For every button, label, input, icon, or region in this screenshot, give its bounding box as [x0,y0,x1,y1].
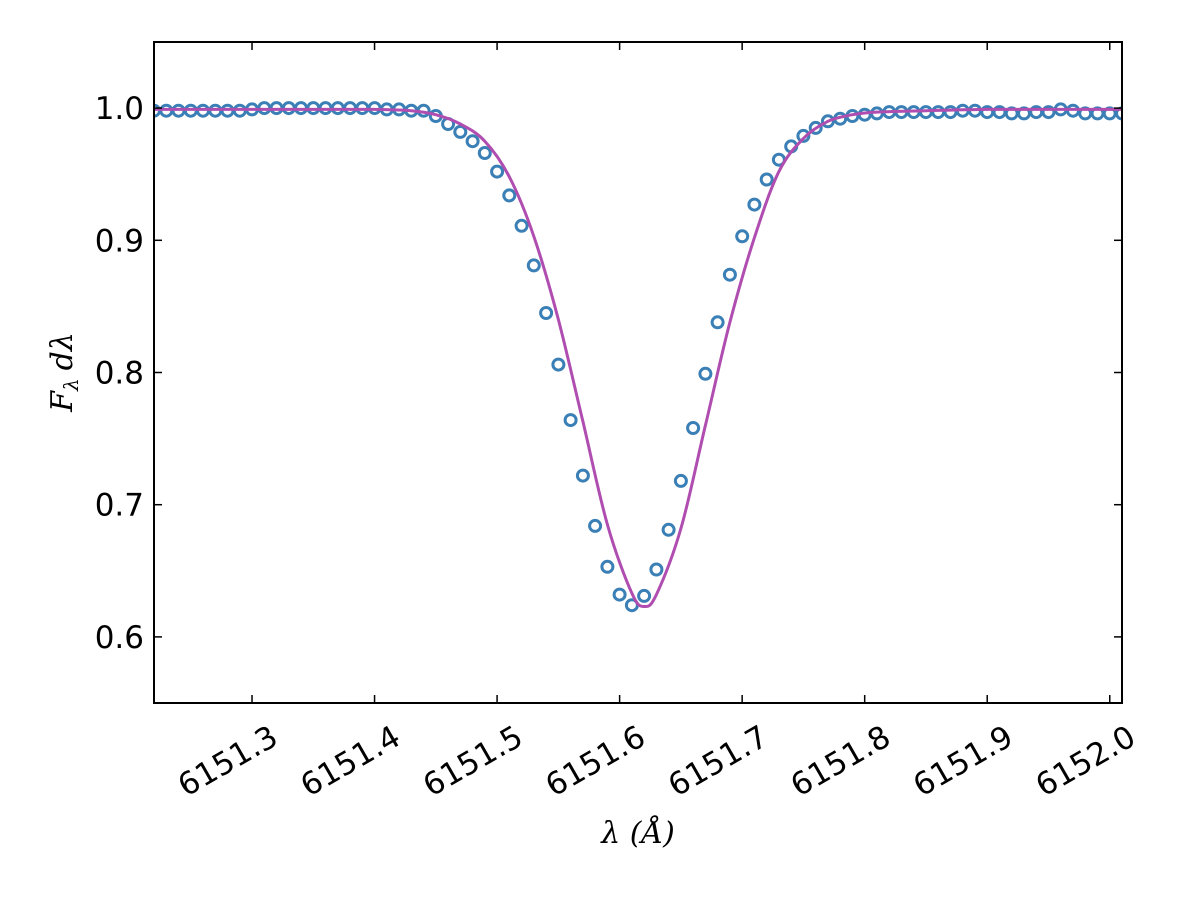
data-point [673,473,688,488]
data-point [490,164,505,179]
data-point [453,124,468,139]
data-point [710,315,725,330]
data-point [551,357,566,372]
x-tick-label: 6151.4 [295,719,407,804]
data-point [588,518,603,533]
data-point [759,172,774,187]
y-tick-label: 0.8 [95,356,144,392]
data-point [686,421,701,435]
data-point [808,120,823,135]
y-tick-label: 0.9 [95,223,144,259]
x-axis-label: λ (Å) [600,815,675,851]
data-point [698,366,713,381]
data-point [820,114,835,129]
data-point [502,188,517,203]
data-point [796,128,811,143]
y-tick-label: 0.6 [95,620,144,656]
data-point [563,413,578,428]
x-tick-label: 6152.0 [1030,719,1142,804]
data-point [747,197,762,212]
data-point [722,267,737,282]
data-point [539,306,554,320]
x-tick-label: 6151.9 [907,719,1019,804]
data-point [477,146,492,160]
data-point [575,468,590,483]
x-tick-label: 6151.7 [662,719,774,804]
data-point [649,562,664,577]
x-tick-label: 6151.6 [540,719,652,804]
x-tick-label: 6151.8 [785,719,897,804]
data-point [661,522,676,537]
data-point [514,218,529,233]
data-point [1041,105,1056,120]
plot-area [154,101,1122,613]
axis-ticks: 6151.3 6151.4 6151.5 6151.6 6151.7 6151.8 6151… [95,42,1142,804]
observed-markers [154,101,1122,613]
data-point [1115,106,1122,121]
x-tick-label: 6151.3 [172,719,284,804]
data-point [637,588,652,603]
y-tick-label: 1.0 [95,91,144,127]
data-point [600,559,615,574]
data-point [931,105,946,120]
data-point [943,105,958,120]
data-point [465,134,480,149]
y-axis-label: Fλdλ [45,332,83,413]
model-fit-line [154,107,1122,609]
data-point [612,587,627,602]
x-tick-label: 6151.5 [417,719,529,804]
data-point [526,258,541,273]
y-tick-label: 0.7 [95,488,144,524]
data-point [735,229,750,244]
